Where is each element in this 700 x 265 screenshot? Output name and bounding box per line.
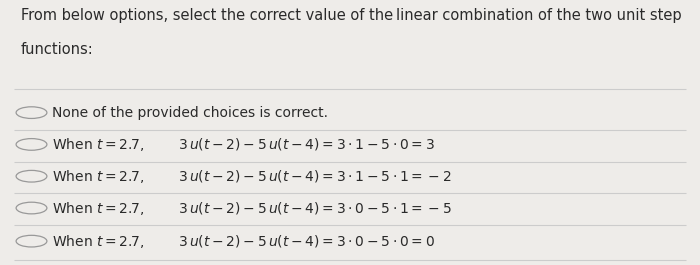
Text: When $t = 2.7$,: When $t = 2.7$, — [52, 200, 145, 217]
Text: $3\,u(t-2) - 5\,u(t-4) = 3 \cdot 0 - 5 \cdot 1 = -5$: $3\,u(t-2) - 5\,u(t-4) = 3 \cdot 0 - 5 \… — [178, 200, 452, 216]
Text: When $t = 2.7$,: When $t = 2.7$, — [52, 233, 145, 250]
Text: functions:: functions: — [21, 42, 94, 58]
Text: $3\,u(t-2) - 5\,u(t-4) = 3 \cdot 1 - 5 \cdot 0 = 3$: $3\,u(t-2) - 5\,u(t-4) = 3 \cdot 1 - 5 \… — [178, 136, 435, 152]
Text: From below options, select the correct value of the linear combination of the tw: From below options, select the correct v… — [21, 8, 682, 23]
Text: $3\,u(t-2) - 5\,u(t-4) = 3 \cdot 0 - 5 \cdot 0 = 0$: $3\,u(t-2) - 5\,u(t-4) = 3 \cdot 0 - 5 \… — [178, 233, 435, 249]
Text: None of the provided choices is correct.: None of the provided choices is correct. — [52, 106, 328, 120]
Text: $3\,u(t-2) - 5\,u(t-4) = 3 \cdot 1 - 5 \cdot 1 = -2$: $3\,u(t-2) - 5\,u(t-4) = 3 \cdot 1 - 5 \… — [178, 168, 452, 184]
Text: When $t = 2.7$,: When $t = 2.7$, — [52, 168, 145, 185]
Text: When $t = 2.7$,: When $t = 2.7$, — [52, 136, 145, 153]
